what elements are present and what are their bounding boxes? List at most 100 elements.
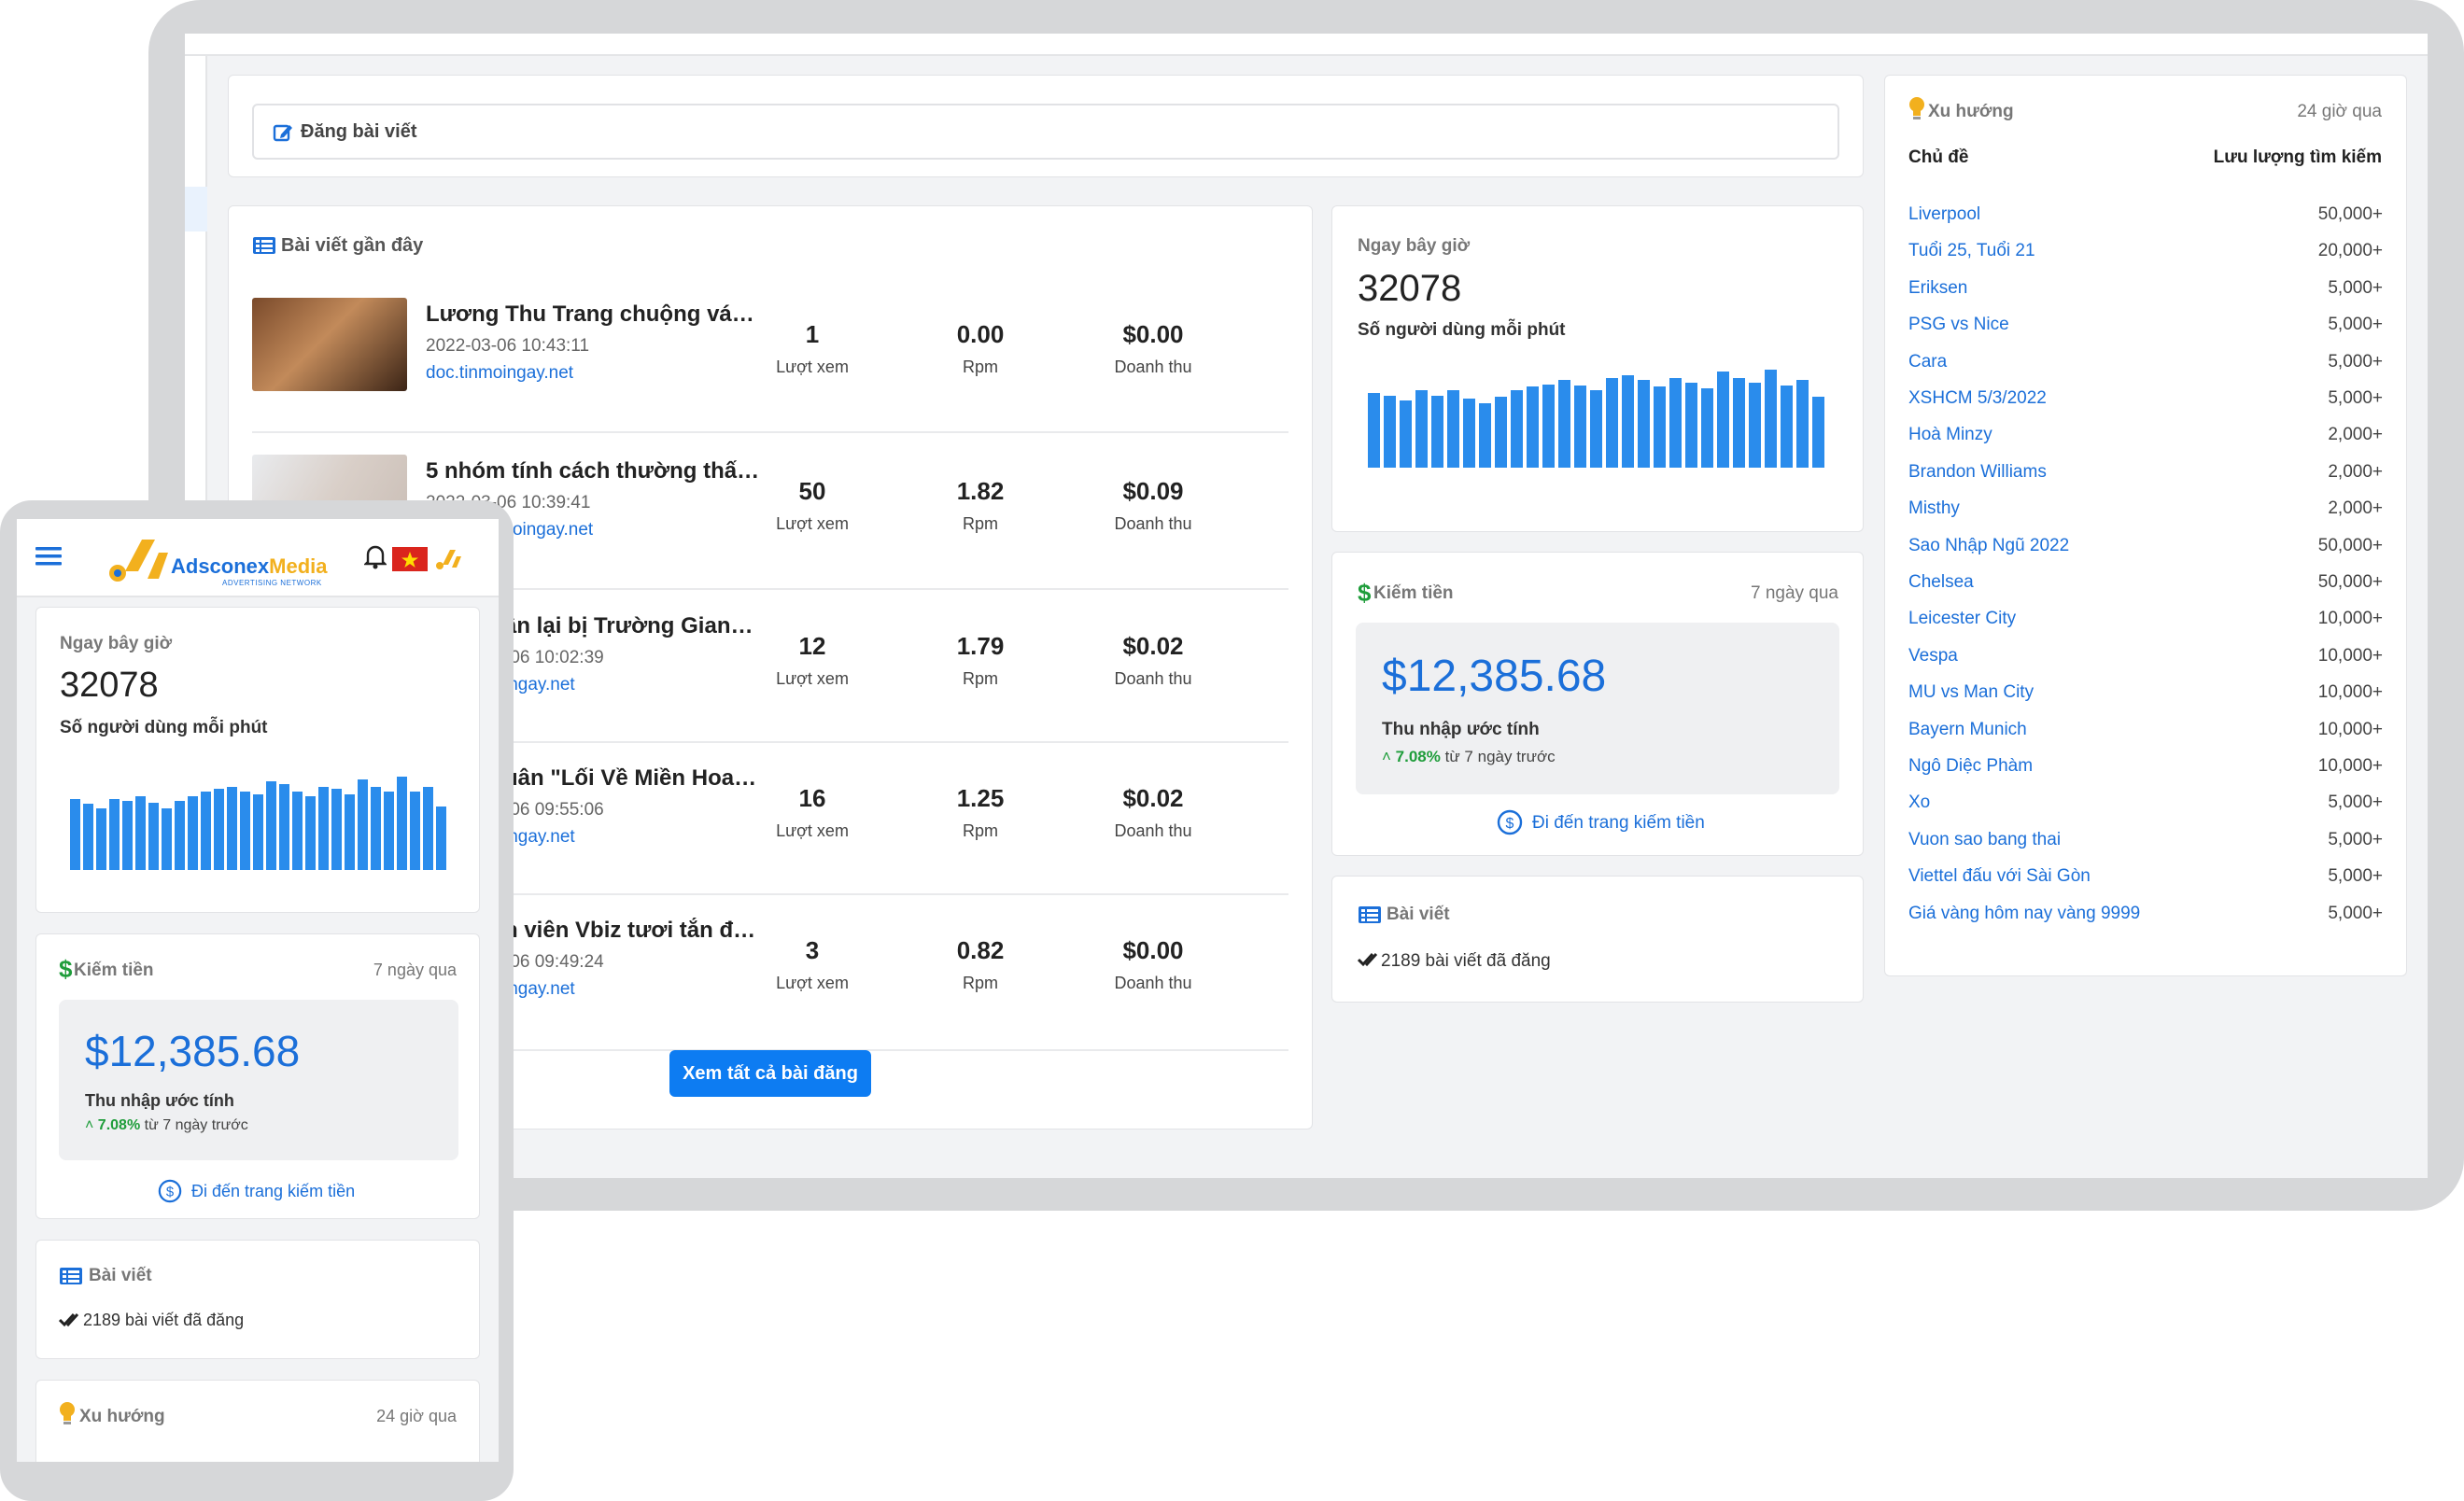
trend-row[interactable]: PSG vs Nice 5,000+ <box>1908 315 2383 343</box>
brand-tagline: ADVERTISING NETWORK <box>222 579 322 587</box>
realtime-bar <box>135 796 146 870</box>
trend-row[interactable]: Vespa 10,000+ <box>1908 646 2383 674</box>
bell-icon[interactable] <box>363 543 387 569</box>
realtime-bar <box>1463 399 1475 468</box>
post-thumbnail[interactable] <box>252 298 407 391</box>
trend-topic[interactable]: XSHCM 5/3/2022 <box>1908 388 2047 408</box>
post-title[interactable]: Lương Thu Trang chuộng váy á... <box>426 302 762 327</box>
sidebar-active-item[interactable] <box>185 187 207 231</box>
trend-topic[interactable]: Tuổi 25, Tuổi 21 <box>1908 241 2035 261</box>
post-revenue: $0.00 <box>1122 320 1184 348</box>
realtime-bar <box>331 789 342 870</box>
post-title[interactable]: uân "Lối Về Miền Hoa":... <box>504 765 766 791</box>
trend-row[interactable]: Leicester City 10,000+ <box>1908 609 2383 637</box>
trend-row[interactable]: Tuổi 25, Tuổi 21 20,000+ <box>1908 241 2383 269</box>
earnings-link-label[interactable]: Đi đến trang kiếm tiền <box>1532 813 1705 833</box>
trend-row[interactable]: Misthy 2,000+ <box>1908 498 2383 526</box>
revenue-label: Doanh thu <box>1114 669 1192 688</box>
realtime-bar <box>345 794 355 870</box>
trend-topic[interactable]: Ngô Diệc Phàm <box>1908 756 2034 776</box>
trend-topic[interactable]: Cara <box>1908 351 1948 372</box>
realtime-bar <box>1733 378 1745 468</box>
revenue-label: Doanh thu <box>1114 358 1192 376</box>
trend-topic[interactable]: MU vs Man City <box>1908 682 2035 703</box>
earnings-link-label[interactable]: Đi đến trang kiếm tiền <box>191 1182 356 1200</box>
trend-row[interactable]: Eriksen 5,000+ <box>1908 278 2383 306</box>
post-row[interactable]: Lương Thu Trang chuộng váy á... 2022-03-… <box>252 281 1288 433</box>
trend-topic[interactable]: Vespa <box>1908 645 1958 666</box>
post-views: 1 <box>805 320 820 348</box>
trend-row[interactable]: Bayern Munich 10,000+ <box>1908 720 2383 748</box>
post-row[interactable]: ân lại bị Trường Giang ... -06 10:02:39 … <box>252 595 1288 747</box>
trend-volume: 5,000+ <box>2328 866 2383 887</box>
trend-row[interactable]: Brandon Williams 2,000+ <box>1908 462 2383 490</box>
realtime-bar <box>188 796 198 870</box>
trend-topic[interactable]: Sao Nhập Ngũ 2022 <box>1908 535 2070 555</box>
brand-name[interactable]: AdsconexMedia <box>171 554 328 579</box>
trend-row[interactable]: XSHCM 5/3/2022 5,000+ <box>1908 388 2383 416</box>
trend-topic[interactable]: Giá vàng hôm nay vàng 9999 <box>1908 903 2141 923</box>
compose-input[interactable]: Đăng bài viết <box>252 104 1839 160</box>
earnings-change-note: từ 7 ngày trước <box>1444 748 1556 765</box>
brand-logo[interactable] <box>106 534 181 586</box>
trend-topic[interactable]: Eriksen <box>1908 277 1968 298</box>
mobile-trends-card: Xu hướng 24 giờ qua <box>35 1380 480 1462</box>
trend-row[interactable]: Chelsea 50,000+ <box>1908 572 2383 600</box>
trend-topic[interactable]: Viettel đấu với Sài Gòn <box>1908 866 2091 887</box>
rpm-label: Rpm <box>962 514 998 533</box>
trend-row[interactable]: Vuon sao bang thai 5,000+ <box>1908 830 2383 858</box>
realtime-bar-chart <box>1368 365 1835 468</box>
post-source[interactable]: ingay.net <box>504 675 575 694</box>
trend-row[interactable]: Hoà Minzy 2,000+ <box>1908 425 2383 453</box>
realtime-bar <box>240 792 250 870</box>
list-icon <box>252 236 276 255</box>
realtime-bar <box>279 784 289 870</box>
post-title[interactable]: 5 nhóm tính cách thường thấy ... <box>426 458 762 484</box>
trend-topic[interactable]: Leicester City <box>1908 609 2017 629</box>
vietnam-flag-icon[interactable] <box>392 547 428 571</box>
trend-volume: 5,000+ <box>2328 388 2383 408</box>
trend-row[interactable]: Sao Nhập Ngũ 2022 50,000+ <box>1908 536 2383 564</box>
trend-row[interactable]: MU vs Man City 10,000+ <box>1908 682 2383 710</box>
trends-period: 24 giờ qua <box>376 1407 457 1425</box>
realtime-bar <box>109 799 120 870</box>
post-title[interactable]: n viên Vbiz tươi tắn đón ... <box>504 918 766 943</box>
trend-topic[interactable]: PSG vs Nice <box>1908 315 2009 335</box>
trend-row[interactable]: Xo 5,000+ <box>1908 793 2383 821</box>
realtime-bar <box>410 792 420 870</box>
post-source[interactable]: ingay.net <box>504 979 575 999</box>
post-source[interactable]: ingay.net <box>504 827 575 847</box>
trend-row[interactable]: Viettel đấu với Sài Gòn 5,000+ <box>1908 866 2383 894</box>
coin-icon: $ <box>158 1179 182 1203</box>
trend-volume: 5,000+ <box>2328 793 2383 813</box>
realtime-bar <box>1749 383 1761 468</box>
trend-row[interactable]: Liverpool 50,000+ <box>1908 204 2383 232</box>
earnings-amount: $12,385.68 <box>1382 652 1607 701</box>
trend-topic[interactable]: Liverpool <box>1908 204 1981 224</box>
trend-topic[interactable]: Bayern Munich <box>1908 719 2027 739</box>
trend-volume: 2,000+ <box>2328 498 2383 519</box>
realtime-bar <box>1384 396 1396 468</box>
view-all-posts-button[interactable]: Xem tất cả bài đăng <box>669 1050 871 1097</box>
trend-volume: 10,000+ <box>2317 682 2383 703</box>
post-source[interactable]: doc.tinmoingay.net <box>426 363 574 383</box>
post-row[interactable]: uân "Lối Về Miền Hoa":... -06 09:55:06 i… <box>252 747 1288 899</box>
realtime-bar <box>253 794 263 870</box>
trend-topic[interactable]: Hoà Minzy <box>1908 425 1992 445</box>
trend-topic[interactable]: Xo <box>1908 793 1931 813</box>
trend-topic[interactable]: Chelsea <box>1908 572 1974 592</box>
trend-row[interactable]: Cara 5,000+ <box>1908 352 2383 380</box>
post-title[interactable]: ân lại bị Trường Giang ... <box>504 613 766 638</box>
trends-card: Xu hướng 24 giờ qua Chủ đề Lưu lượng tìm… <box>1884 75 2407 976</box>
trend-topic[interactable]: Vuon sao bang thai <box>1908 829 2062 849</box>
menu-icon[interactable] <box>35 545 62 568</box>
trend-topic[interactable]: Misthy <box>1908 498 1960 519</box>
post-rpm: 0.82 <box>956 936 1005 964</box>
post-rpm: 0.00 <box>956 320 1005 348</box>
post-views: 12 <box>798 632 826 660</box>
brand-mini-icon[interactable] <box>435 547 465 571</box>
double-check-icon <box>1357 951 1378 974</box>
trend-row[interactable]: Giá vàng hôm nay vàng 9999 5,000+ <box>1908 904 2383 932</box>
trend-topic[interactable]: Brandon Williams <box>1908 461 2047 482</box>
trend-row[interactable]: Ngô Diệc Phàm 10,000+ <box>1908 756 2383 784</box>
